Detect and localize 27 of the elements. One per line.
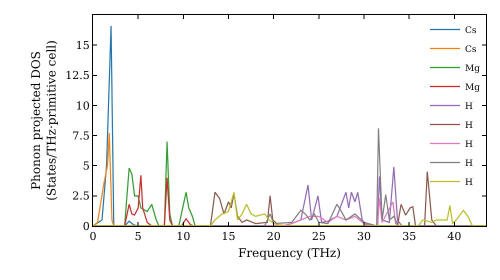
- x-tick-label: 10: [176, 230, 190, 244]
- y-tick-label: 2.5: [72, 190, 90, 203]
- y-axis-title: Phonon projected DOS (States/THz·primitive cell): [29, 40, 59, 201]
- legend-label: Cs: [465, 45, 477, 56]
- y-tick-label: 15: [76, 38, 90, 52]
- y-tick-label: 12.5: [65, 69, 90, 82]
- legend-label: Cs: [465, 26, 477, 36]
- y-tick-label: 5: [82, 160, 90, 173]
- legend-label: H: [465, 178, 473, 188]
- line-series: [93, 192, 486, 226]
- x-tick-label: 35: [402, 230, 416, 244]
- x-tick-label: 5: [134, 230, 142, 244]
- y-tick-label: 0: [82, 220, 90, 233]
- y-tick-label: 7.5: [72, 129, 90, 142]
- legend-label: Mg: [465, 64, 480, 74]
- legend-label: H: [465, 121, 473, 132]
- legend-label: H: [465, 140, 473, 150]
- x-tick-label: 15: [222, 230, 236, 244]
- x-axis-title: Frequency (THz): [238, 246, 341, 260]
- y-tick-label: 10: [76, 99, 90, 112]
- legend-label: H: [465, 159, 473, 170]
- x-tick-label: 30: [357, 230, 372, 244]
- legend-label: Mg: [465, 83, 480, 94]
- x-tick-label: 20: [266, 230, 281, 244]
- legend-label: H: [465, 102, 473, 112]
- x-tick-label: 25: [312, 230, 326, 244]
- x-tick-label: 40: [447, 230, 462, 244]
